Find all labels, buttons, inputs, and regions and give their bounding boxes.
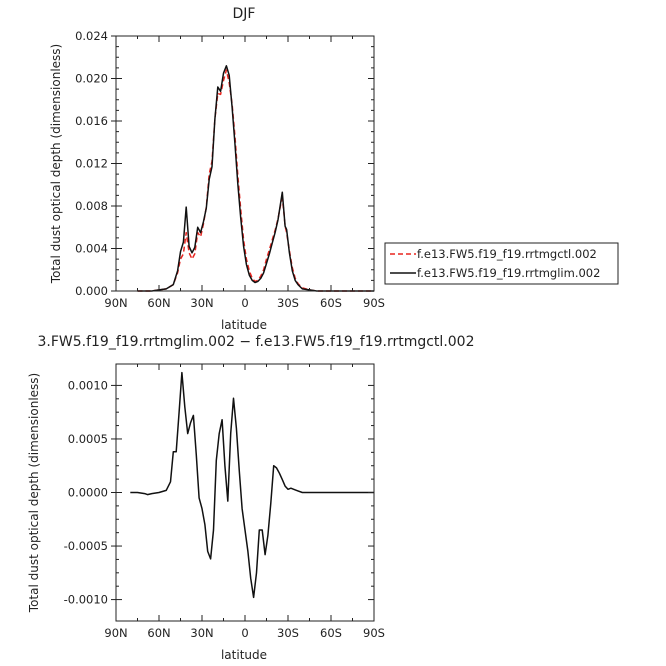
y-tick-label: 0.004	[75, 242, 108, 256]
chart-top: DJF Total dust optical depth (dimensionl…	[49, 6, 385, 332]
y-tick-label: 0.0000	[68, 486, 108, 500]
x-tick-label: 30N	[190, 626, 213, 640]
x-tick-label: 0	[241, 626, 248, 640]
chart-bottom: 3.FW5.f19_f19.rrtmglim.002 − f.e13.FW5.f…	[27, 334, 475, 662]
series-line-0	[130, 371, 374, 599]
y-tick-label: 0.020	[75, 72, 108, 86]
x-tick-label: 90S	[363, 626, 385, 640]
y-tick-label: 0.024	[75, 29, 108, 43]
y-tick-label: 0.0010	[68, 378, 108, 392]
x-tick-label: 90S	[363, 296, 385, 310]
y-tick-label: 0.008	[75, 199, 108, 213]
x-tick-label: 60N	[147, 626, 170, 640]
x-axis-label: latitude	[221, 318, 267, 332]
y-tick-label: 0.016	[75, 114, 108, 128]
x-axis-label: latitude	[221, 648, 267, 662]
x-tick-label: 90N	[104, 626, 127, 640]
x-tick-label: 60S	[320, 296, 342, 310]
y-axis-label: Total dust optical depth (dimensionless)	[27, 373, 41, 613]
legend-label-ctl: f.e13.FW5.f19_f19.rrtmgctl.002	[417, 247, 597, 261]
x-tick-label: 90N	[104, 296, 127, 310]
legend-label-lim: f.e13.FW5.f19_f19.rrtmglim.002	[417, 266, 600, 280]
y-tick-label: -0.0005	[64, 539, 108, 553]
y-tick-label: 0.0005	[68, 432, 108, 446]
y-tick-label: 0.000	[75, 284, 108, 298]
x-tick-label: 30N	[190, 296, 213, 310]
chart-title: 3.FW5.f19_f19.rrtmglim.002 − f.e13.FW5.f…	[37, 334, 474, 350]
legend-box	[384, 242, 619, 285]
chart-title: DJF	[233, 6, 256, 22]
x-tick-label: 60S	[320, 626, 342, 640]
y-axis-label: Total dust optical depth (dimensionless)	[49, 44, 63, 284]
y-tick-label: 0.012	[75, 157, 108, 171]
y-tick-label: -0.0010	[64, 593, 108, 607]
series-line-0	[137, 69, 374, 292]
series-line-1	[137, 65, 374, 292]
x-tick-label: 0	[241, 296, 248, 310]
x-tick-label: 30S	[277, 626, 299, 640]
legend: f.e13.FW5.f19_f19.rrtmgctl.002 f.e13.FW5…	[384, 242, 619, 285]
x-tick-label: 60N	[147, 296, 170, 310]
x-tick-label: 30S	[277, 296, 299, 310]
